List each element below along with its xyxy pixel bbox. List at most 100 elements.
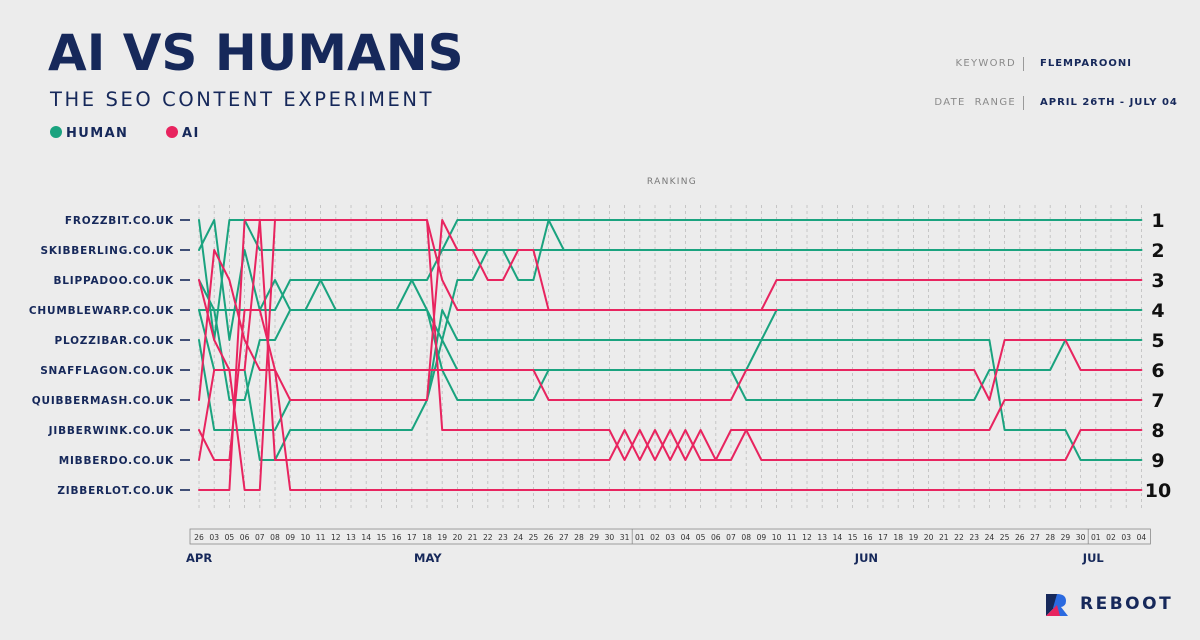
x-tick-label: 09 (757, 533, 767, 542)
x-tick-label: 15 (848, 533, 858, 542)
x-tick-label: 03 (665, 533, 675, 542)
chart-title: RANKING (647, 177, 697, 187)
x-tick-label: 09 (285, 533, 295, 542)
x-tick-label: 18 (422, 533, 432, 542)
x-tick-label: 07 (255, 533, 265, 542)
x-tick-label: 30 (1076, 533, 1086, 542)
month-label: JUN (854, 551, 878, 565)
x-tick-label: 03 (1121, 533, 1131, 542)
x-tick-label: 06 (240, 533, 250, 542)
legend-ai: AI (166, 126, 200, 140)
x-tick-label: 26 (544, 533, 554, 542)
x-tick-label: 28 (1045, 533, 1055, 542)
y-axis-label: QUIBBERMASH.CO.UK (32, 395, 174, 407)
x-tick-label: 08 (270, 533, 280, 542)
series-line-human (198, 219, 1143, 341)
y-axis-label: SNAFFLAGON.CO.UK (40, 365, 174, 377)
date-range-label: DATE RANGE (934, 97, 1016, 108)
y-axis-label: JIBBERWINK.CO.UK (48, 425, 174, 437)
x-tick-label: 11 (787, 533, 797, 542)
x-tick-label: 02 (1106, 533, 1116, 542)
x-tick-label: 22 (954, 533, 964, 542)
x-tick-label: 16 (392, 533, 402, 542)
x-tick-label: 25 (529, 533, 539, 542)
x-tick-label: 29 (1061, 533, 1071, 542)
y-axis-label: SKIBBERLING.CO.UK (40, 245, 174, 257)
x-tick-label: 12 (331, 533, 341, 542)
keyword-divider (1023, 57, 1024, 71)
x-tick-label: 23 (969, 533, 979, 542)
legend-human-label: HUMAN (66, 126, 129, 141)
x-tick-label: 13 (346, 533, 356, 542)
rank-label: 1 (1151, 210, 1164, 232)
x-tick-label: 21 (468, 533, 478, 542)
series-line-human (198, 279, 1143, 401)
x-tick-label: 04 (1137, 533, 1147, 542)
rank-label: 3 (1151, 270, 1164, 292)
x-tick-label: 28 (574, 533, 584, 542)
y-axis-label: PLOZZIBAR.CO.UK (54, 335, 174, 347)
x-tick-label: 23 (498, 533, 508, 542)
rank-label: 6 (1151, 360, 1164, 382)
x-tick-label: 14 (833, 533, 843, 542)
rank-label: 5 (1151, 330, 1164, 352)
x-tick-label: 01 (635, 533, 645, 542)
x-tick-label: 01 (1091, 533, 1101, 542)
series-line-ai (198, 219, 1143, 491)
legend-human: HUMAN (50, 126, 128, 140)
rank-label: 7 (1151, 390, 1164, 412)
ai-dot-icon (166, 126, 178, 138)
y-axis-label: FROZZBIT.CO.UK (65, 215, 174, 227)
x-tick-label: 25 (1000, 533, 1010, 542)
y-axis-label: BLIPPADOO.CO.UK (53, 275, 174, 287)
x-tick-label: 24 (985, 533, 995, 542)
page-subtitle: THE SEO CONTENT EXPERIMENT (50, 88, 435, 111)
x-tick-label: 11 (316, 533, 326, 542)
x-tick-label: 16 (863, 533, 873, 542)
brand-name: REBOOT (1080, 594, 1174, 614)
rank-label: 2 (1151, 240, 1164, 262)
rank-label: 9 (1151, 450, 1164, 472)
keyword-value: FLEMPAROONI (1040, 58, 1132, 69)
page-title: AI VS HUMANS (48, 24, 464, 82)
legend-ai-label: AI (182, 126, 200, 141)
date-range-divider (1023, 96, 1024, 110)
x-tick-label: 10 (772, 533, 782, 542)
month-label: APR (186, 551, 212, 565)
x-axis-box (189, 528, 1151, 545)
reboot-logo-icon (1046, 594, 1068, 616)
x-tick-label: 08 (741, 533, 751, 542)
x-tick-label: 24 (513, 533, 523, 542)
x-tick-label: 06 (711, 533, 721, 542)
x-tick-label: 05 (696, 533, 706, 542)
human-dot-icon (50, 126, 62, 138)
x-tick-label: 21 (939, 533, 949, 542)
x-tick-label: 26 (1015, 533, 1025, 542)
x-tick-label: 07 (726, 533, 736, 542)
month-label: MAY (414, 551, 442, 565)
x-tick-label: 26 (194, 533, 204, 542)
x-tick-label: 29 (589, 533, 599, 542)
series-line-ai (198, 219, 1143, 491)
series-line-ai (289, 339, 1143, 401)
date-range-value: APRIL 26TH - JULY 04 (1040, 97, 1178, 108)
month-label: JUL (1082, 551, 1105, 565)
x-tick-label: 20 (924, 533, 934, 542)
x-tick-label: 27 (1030, 533, 1040, 542)
x-tick-label: 19 (437, 533, 447, 542)
rank-label: 10 (1145, 480, 1171, 502)
y-axis-label: ZIBBERLOT.CO.UK (57, 485, 174, 497)
rank-label: 8 (1151, 420, 1164, 442)
x-tick-label: 22 (483, 533, 493, 542)
x-tick-label: 17 (407, 533, 417, 542)
x-tick-label: 30 (605, 533, 615, 542)
x-tick-label: 02 (650, 533, 660, 542)
x-tick-label: 04 (681, 533, 691, 542)
x-tick-label: 19 (909, 533, 919, 542)
x-tick-label: 31 (620, 533, 630, 542)
x-tick-label: 03 (209, 533, 219, 542)
x-tick-label: 10 (301, 533, 311, 542)
x-tick-label: 18 (893, 533, 903, 542)
series-line-ai (198, 219, 778, 401)
